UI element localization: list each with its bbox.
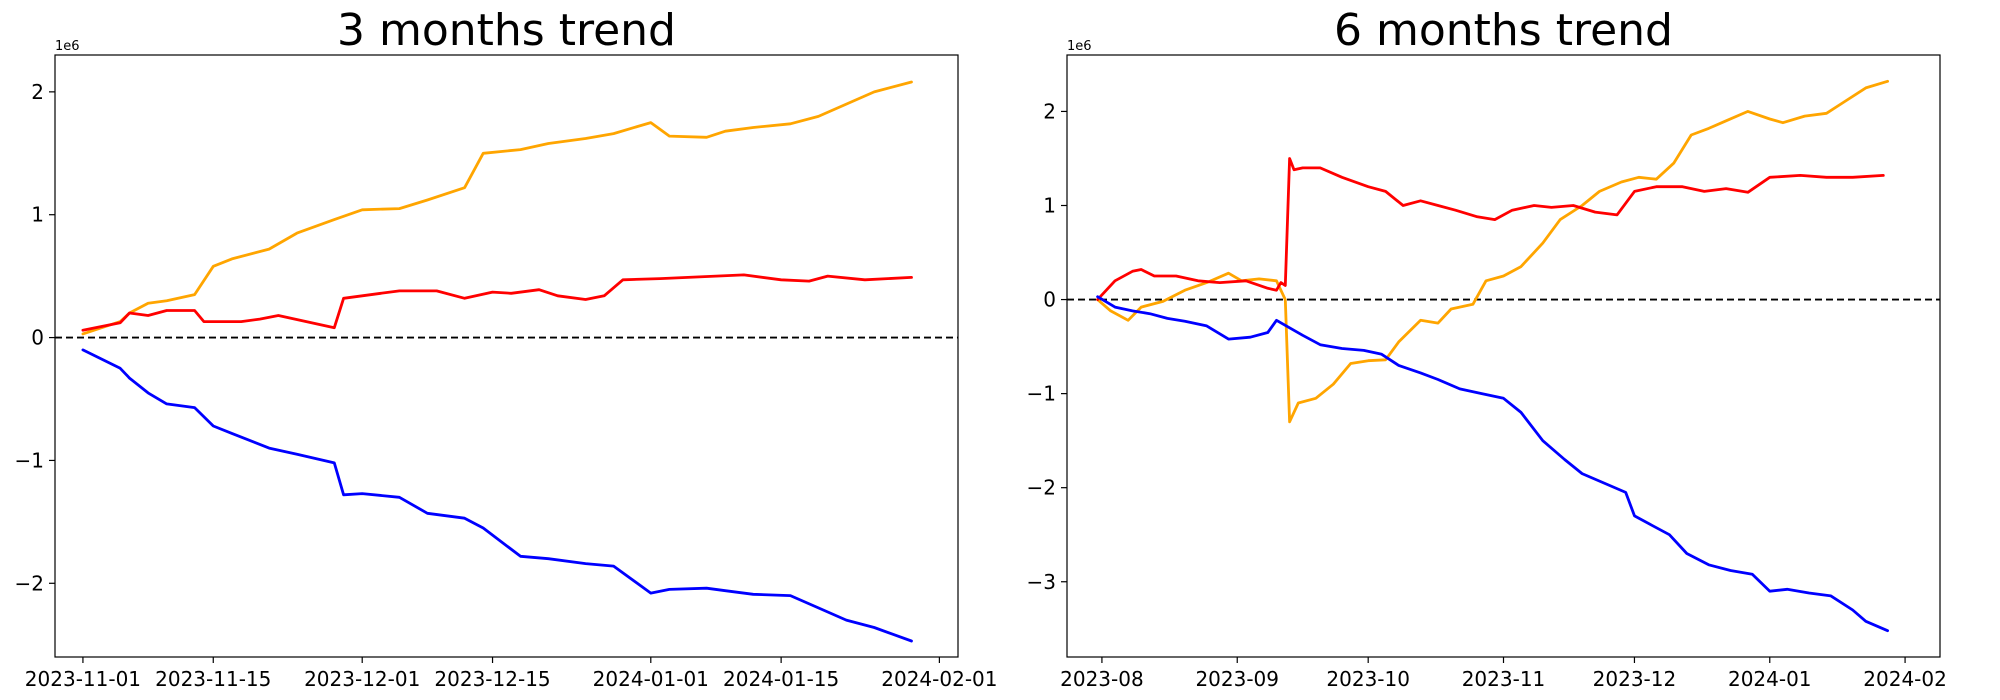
y-tick-label: −1 — [15, 448, 44, 472]
y-tick-label: 2 — [1043, 99, 1056, 123]
chart-title: 3 months trend — [337, 5, 676, 56]
x-tick-label: 2023-12 — [1593, 667, 1677, 691]
y-tick-label: 0 — [1043, 288, 1056, 312]
y-tick-label: −1 — [1027, 382, 1056, 406]
x-tick-label: 2023-11-15 — [155, 667, 271, 691]
series-line-1 — [81, 273, 913, 332]
series-line-0 — [1096, 79, 1889, 424]
plot-frame — [1066, 54, 1941, 658]
x-tick-label: 2023-12-15 — [434, 667, 550, 691]
y-tick-label: 0 — [31, 326, 44, 350]
y-tick-label: 1 — [1043, 194, 1056, 218]
x-tick-label: 2024-02-01 — [881, 667, 997, 691]
chart-title: 6 months trend — [1334, 5, 1673, 56]
x-tick-label: 2024-02 — [1863, 667, 1947, 691]
y-tick-label: −3 — [1027, 570, 1056, 594]
x-tick-label: 2023-12-01 — [304, 667, 420, 691]
x-tick-label: 2024-01 — [1728, 667, 1812, 691]
x-tick-label: 2024-01-01 — [593, 667, 709, 691]
y-axis-multiplier: 1e6 — [55, 39, 80, 54]
y-tick-label: 1 — [31, 203, 44, 227]
x-tick-label: 2023-08 — [1060, 667, 1144, 691]
x-tick-label: 2023-09 — [1195, 667, 1279, 691]
x-tick-label: 2024-01-15 — [723, 667, 839, 691]
x-tick-label: 2023-11-01 — [25, 667, 141, 691]
series-line-0 — [81, 80, 913, 336]
x-tick-label: 2023-11 — [1462, 667, 1546, 691]
plot-frame — [54, 54, 959, 658]
y-tick-label: −2 — [1027, 476, 1056, 500]
y-tick-label: −2 — [15, 571, 44, 595]
y-tick-label: 2 — [31, 80, 44, 104]
series-line-2 — [81, 348, 913, 643]
series-line-2 — [1096, 295, 1889, 633]
x-tick-label: 2023-10 — [1326, 667, 1410, 691]
y-axis-multiplier: 1e6 — [1067, 39, 1092, 54]
series-line-1 — [1096, 157, 1885, 302]
